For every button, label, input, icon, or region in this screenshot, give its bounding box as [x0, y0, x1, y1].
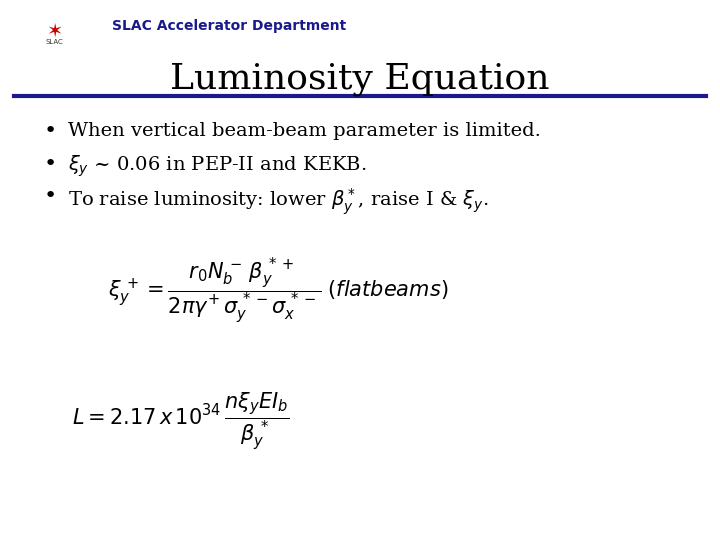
Text: $\xi_y^{\,+} = \dfrac{r_0 N_b^{\,-}\, \beta_y^{\,*+}}{2\pi\gamma^{\!+} \sigma_y^: $\xi_y^{\,+} = \dfrac{r_0 N_b^{\,-}\, \b…: [108, 257, 449, 326]
Text: •: •: [44, 186, 57, 206]
Text: SLAC Accelerator Department: SLAC Accelerator Department: [112, 19, 346, 33]
Text: To raise luminosity: lower $\beta_y^*$, raise I & $\xi_y$.: To raise luminosity: lower $\beta_y^*$, …: [68, 186, 489, 217]
Text: ✶: ✶: [46, 22, 62, 40]
Text: When vertical beam-beam parameter is limited.: When vertical beam-beam parameter is lim…: [68, 122, 541, 139]
Text: SLAC: SLAC: [45, 39, 63, 45]
Text: •: •: [44, 154, 57, 174]
Text: $L = 2.17\,x\,10^{34}\, \dfrac{n\xi_y E I_b}{\beta_y^{\,*}}$: $L = 2.17\,x\,10^{34}\, \dfrac{n\xi_y E …: [72, 390, 289, 452]
Text: •: •: [44, 122, 57, 141]
Text: Luminosity Equation: Luminosity Equation: [170, 62, 550, 96]
Text: $\xi_y$ ~ 0.06 in PEP-II and KEKB.: $\xi_y$ ~ 0.06 in PEP-II and KEKB.: [68, 154, 367, 179]
